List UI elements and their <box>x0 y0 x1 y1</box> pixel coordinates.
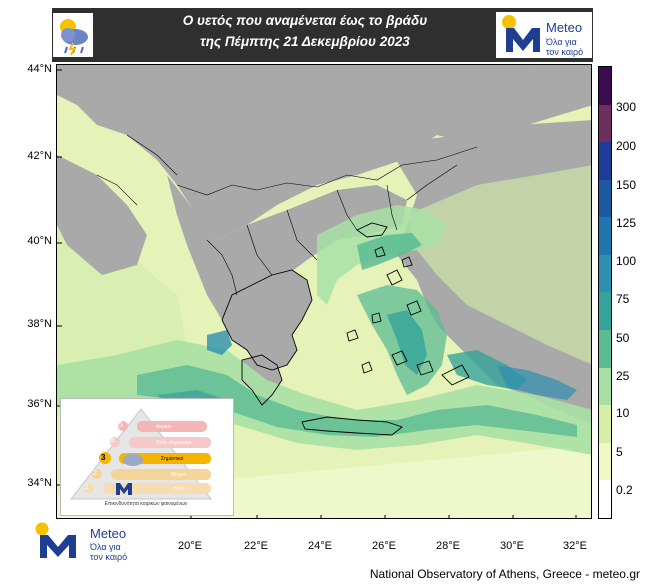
lat-label-44: 44°N <box>27 63 52 75</box>
meteo-m-logo-icon <box>502 15 540 52</box>
colorbar-label-50: 50 <box>616 331 630 345</box>
lon-label-22: 22°E <box>244 540 268 552</box>
colorbar-label-10: 10 <box>616 406 630 420</box>
footer-logo[interactable]: Meteo Όλα για τον καιρό <box>34 522 144 562</box>
brand-name: Meteo <box>546 20 583 35</box>
legend-level-4: 4 <box>111 438 115 445</box>
legend-level-3: 3 <box>101 453 106 462</box>
danger-pyramid <box>69 408 213 500</box>
brand-tagline-2: τον καιρό <box>546 47 584 57</box>
lon-label-24: 24°E <box>308 540 332 552</box>
colorbar-label-0-2: 0.2 <box>616 483 633 497</box>
header-logo[interactable]: Meteo Όλα για τον καιρό <box>496 12 592 58</box>
colorbar-label-200: 200 <box>616 139 637 153</box>
lon-label-32: 32°E <box>563 540 587 552</box>
colorbar-label-75: 75 <box>616 292 630 306</box>
legend-level-5: 5 <box>119 422 123 429</box>
colorbar-segment <box>599 142 611 180</box>
colorbar-segment <box>599 104 611 143</box>
legend-level-2: 2 <box>93 470 97 477</box>
legend-label-3: Σημαντικό <box>161 456 184 462</box>
lat-label-40: 40°N <box>27 235 52 247</box>
colorbar-segment <box>599 330 611 368</box>
brand-tagline-1: Όλα για <box>546 37 577 47</box>
meteo-m-logo-icon <box>35 522 76 558</box>
lat-label-38: 38°N <box>27 318 52 330</box>
footer-brand-tagline-2: τον καιρό <box>90 552 128 562</box>
colorbar-segment <box>599 292 611 331</box>
legend-caption: Επικινδυνότητα καιρικών φαινομένων <box>104 501 188 507</box>
colorbar-label-100: 100 <box>616 254 637 268</box>
map-title: Ο υετός που αναμένεται έως το βράδυ της … <box>150 10 460 58</box>
lat-label-42: 42°N <box>27 150 52 162</box>
colorbar-label-150: 150 <box>616 178 637 192</box>
rain-cloud-icon <box>60 19 88 56</box>
lon-label-30: 30°E <box>500 540 524 552</box>
credit-text: National Observatory of Athens, Greece -… <box>369 567 640 581</box>
lat-label-34: 34°N <box>27 477 52 489</box>
title-line-2: της Πέμπτης 21 Δεκεμβρίου 2023 <box>200 34 410 49</box>
weather-icon-box <box>53 13 93 57</box>
legend-label-1: Ήπιο <box>173 486 185 492</box>
lon-label-20: 20°E <box>178 540 202 552</box>
legend-label-5: Ακραίο <box>156 424 172 430</box>
colorbar-segment <box>599 254 611 293</box>
footer-brand-name: Meteo <box>90 526 127 541</box>
lon-label-26: 26°E <box>372 540 396 552</box>
colorbar-segment <box>599 405 611 443</box>
colorbar-label-25: 25 <box>616 369 630 383</box>
colorbar-segment <box>599 442 611 481</box>
colorbar-label-300: 300 <box>616 100 637 114</box>
footer-brand-tagline-1: Όλα για <box>90 542 121 552</box>
title-line-1: Ο υετός που αναμένεται έως το βράδυ <box>182 13 428 28</box>
lon-label-28: 28°E <box>436 540 460 552</box>
colorbar-segment <box>599 217 611 255</box>
colorbar-segment <box>599 480 611 518</box>
legend-label-4: Πολύ σημαντικό <box>156 440 192 446</box>
colorbar <box>598 66 612 519</box>
danger-legend-inset: 5 4 3 2 1 Ακραίο Πολύ σημαντικό Σημαντικ… <box>60 398 234 516</box>
colorbar-label-125: 125 <box>616 216 637 230</box>
lat-label-36: 36°N <box>27 398 52 410</box>
colorbar-label-5: 5 <box>616 445 623 459</box>
colorbar-segment <box>599 67 611 105</box>
legend-label-2: Μέτριο <box>171 472 187 478</box>
legend-level-1: 1 <box>85 484 89 491</box>
colorbar-segment <box>599 179 611 218</box>
colorbar-segment <box>599 367 611 406</box>
